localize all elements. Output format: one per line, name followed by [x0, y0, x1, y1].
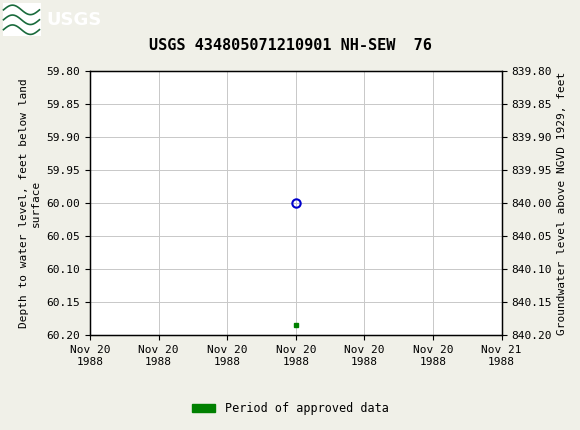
FancyBboxPatch shape	[3, 3, 41, 37]
Y-axis label: Depth to water level, feet below land
surface: Depth to water level, feet below land su…	[19, 78, 41, 328]
Text: USGS 434805071210901 NH-SEW  76: USGS 434805071210901 NH-SEW 76	[148, 38, 432, 52]
Y-axis label: Groundwater level above NGVD 1929, feet: Groundwater level above NGVD 1929, feet	[557, 71, 567, 335]
Text: USGS: USGS	[46, 11, 102, 29]
Legend: Period of approved data: Period of approved data	[187, 397, 393, 420]
